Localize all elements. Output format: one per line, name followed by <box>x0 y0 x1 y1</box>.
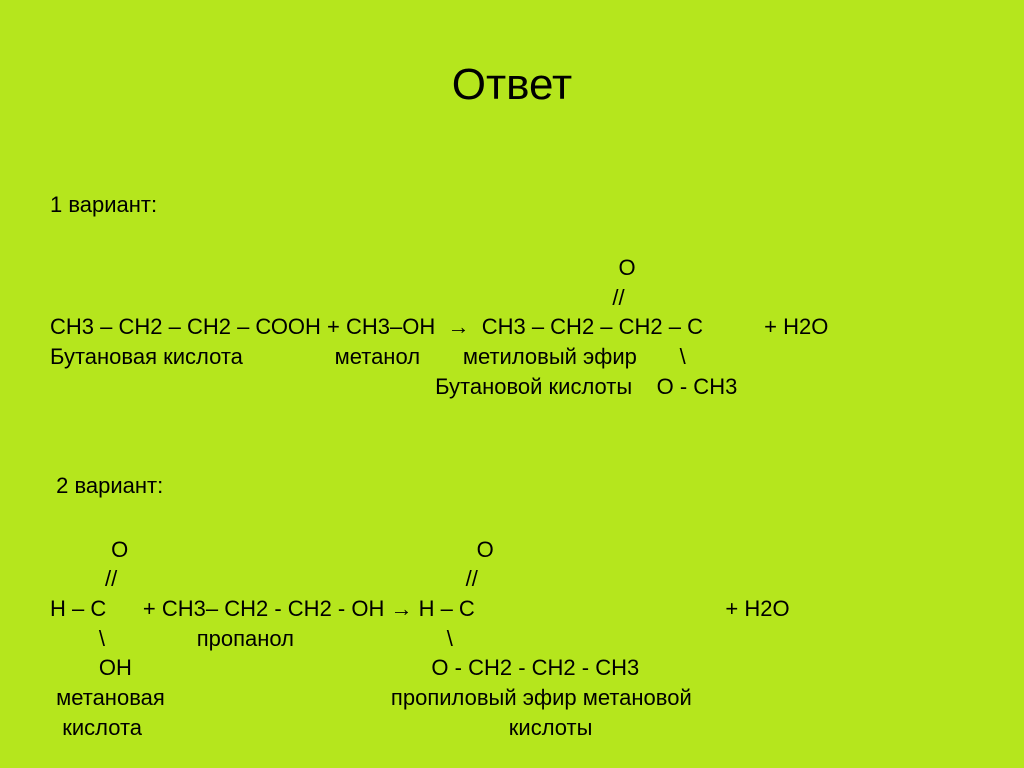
variant2-block: 2 вариант: O O // // Н – С + СН3– СН2 - … <box>50 442 974 743</box>
variant2-line2: // // <box>50 566 478 591</box>
variant2-line5: ОН О - СН2 - СН2 - СН3 <box>50 655 639 680</box>
slide-container: Ответ 1 вариант: O <box>0 0 1024 768</box>
variant1-line2: // <box>50 285 625 310</box>
variant1-line1: O <box>50 255 636 280</box>
variant1-line3: СН3 – СН2 – СН2 – СООН + СН3–ОН → СН3 – … <box>50 314 828 339</box>
slide-title: Ответ <box>50 60 974 110</box>
variant1-line5: Бутановой кислоты О - СН3 <box>50 374 737 399</box>
variant2-line4: \ пропанол \ <box>50 626 453 651</box>
variant1-block: 1 вариант: O // <box>50 160 974 402</box>
variant1-label: 1 вариант: <box>50 190 974 220</box>
variant2-line3: Н – С + СН3– СН2 - СН2 - ОН → Н – С + Н2… <box>50 596 790 621</box>
variant2-label: 2 вариант: <box>50 471 974 501</box>
variant1-line4: Бутановая кислота метанол метиловый эфир… <box>50 344 686 369</box>
variant2-line6: метановая пропиловый эфир метановой <box>50 685 692 710</box>
variant2-line1: O O <box>50 537 494 562</box>
variant2-line7: кислота кислоты <box>50 715 592 740</box>
